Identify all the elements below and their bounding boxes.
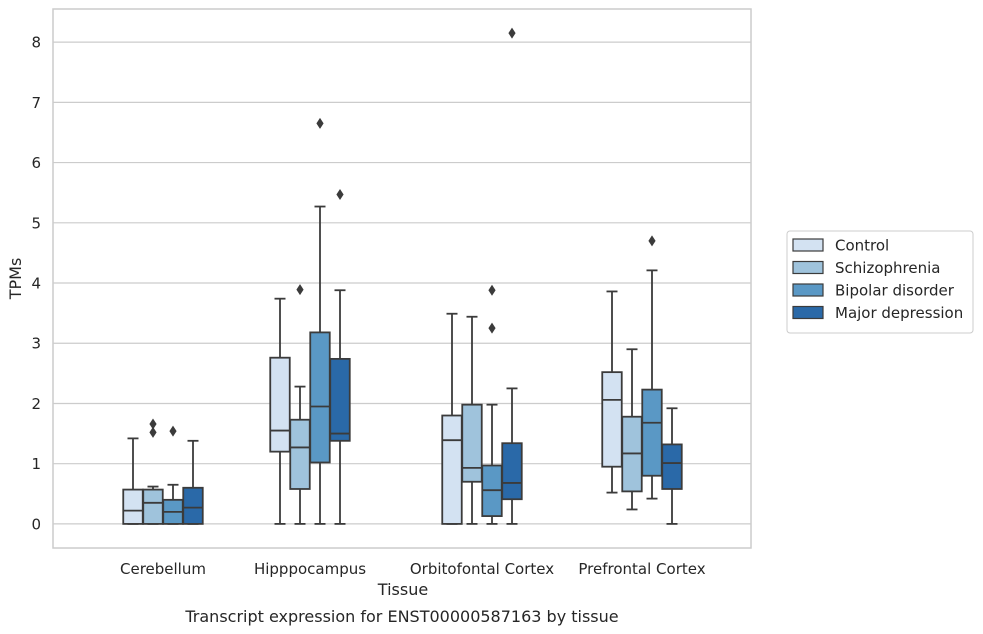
outlier-point — [149, 426, 157, 438]
y-tick-label: 1 — [31, 455, 41, 473]
box-major-depression — [501, 27, 523, 525]
x-axis-ticks: Cerebellum Hipppocampus Orbitofontal Corte… — [120, 560, 706, 578]
iqr-box — [142, 488, 164, 525]
y-tick-label: 0 — [31, 515, 41, 533]
x-tick-label: Orbitofontal Cortex — [410, 560, 554, 578]
outlier-point — [149, 418, 157, 430]
box-bipolar-disorder — [641, 235, 663, 500]
outlier-point — [336, 188, 344, 200]
box-bipolar-disorder — [481, 284, 503, 525]
iqr-box — [641, 388, 663, 477]
box-control — [441, 312, 463, 525]
legend-swatch — [792, 283, 824, 297]
legend: Control Schizophrenia Bipolar disorder Majo… — [786, 230, 974, 334]
box-major-depression — [329, 188, 351, 525]
box-major-depression — [661, 407, 683, 525]
y-axis-label: TPMs — [6, 258, 25, 301]
iqr-box — [122, 488, 144, 525]
y-tick-label: 3 — [31, 335, 41, 353]
box-bipolar-disorder — [162, 425, 184, 525]
y-tick-label: 2 — [31, 395, 41, 413]
y-tick-label: 7 — [31, 94, 41, 112]
figure-caption: Transcript expression for ENST0000058716… — [184, 607, 618, 626]
iqr-box — [501, 442, 523, 501]
iqr-box — [601, 371, 623, 468]
outlier-point — [488, 322, 496, 334]
box-control — [122, 437, 144, 525]
iqr-box — [289, 418, 311, 490]
outlier-point — [316, 117, 324, 129]
iqr-box — [461, 403, 483, 483]
box-schizophrenia — [621, 348, 643, 511]
box-schizophrenia — [142, 418, 164, 525]
x-tick-label: Prefrontal Cortex — [578, 560, 705, 578]
x-tick-label: Hipppocampus — [254, 560, 366, 578]
outlier-point — [169, 425, 177, 437]
legend-label: Major depression — [835, 304, 963, 322]
iqr-box — [182, 486, 204, 525]
x-axis-label: Tissue — [377, 580, 428, 599]
legend-frame — [786, 230, 974, 334]
box-groups — [122, 27, 683, 525]
plot-frame — [52, 8, 752, 549]
box-control — [269, 297, 291, 525]
y-tick-label: 8 — [31, 34, 41, 52]
box-schizophrenia — [461, 315, 483, 525]
outlier-point — [648, 235, 656, 247]
y-tick-label: 4 — [31, 275, 41, 293]
x-tick-label: Cerebellum — [120, 560, 206, 578]
y-axis-ticks: 0 1 2 3 4 5 6 7 8 — [31, 34, 41, 534]
legend-label: Bipolar disorder — [835, 282, 955, 300]
outlier-point — [508, 27, 516, 39]
y-tick-label: 5 — [31, 214, 41, 232]
iqr-box — [269, 356, 291, 453]
outlier-point — [296, 284, 304, 296]
y-tick-label: 6 — [31, 154, 41, 172]
legend-swatch — [792, 238, 824, 252]
iqr-box — [309, 331, 331, 464]
legend-swatch — [792, 305, 824, 320]
box-control — [601, 290, 623, 494]
gridlines — [53, 41, 751, 525]
iqr-box — [329, 357, 351, 442]
outlier-point — [488, 284, 496, 296]
iqr-box — [661, 443, 683, 490]
box-major-depression — [182, 439, 204, 525]
legend-label: Control — [835, 237, 889, 255]
legend-swatch — [792, 260, 824, 275]
legend-label: Schizophrenia — [835, 259, 940, 277]
box-bipolar-disorder — [309, 117, 331, 525]
iqr-box — [441, 414, 463, 525]
